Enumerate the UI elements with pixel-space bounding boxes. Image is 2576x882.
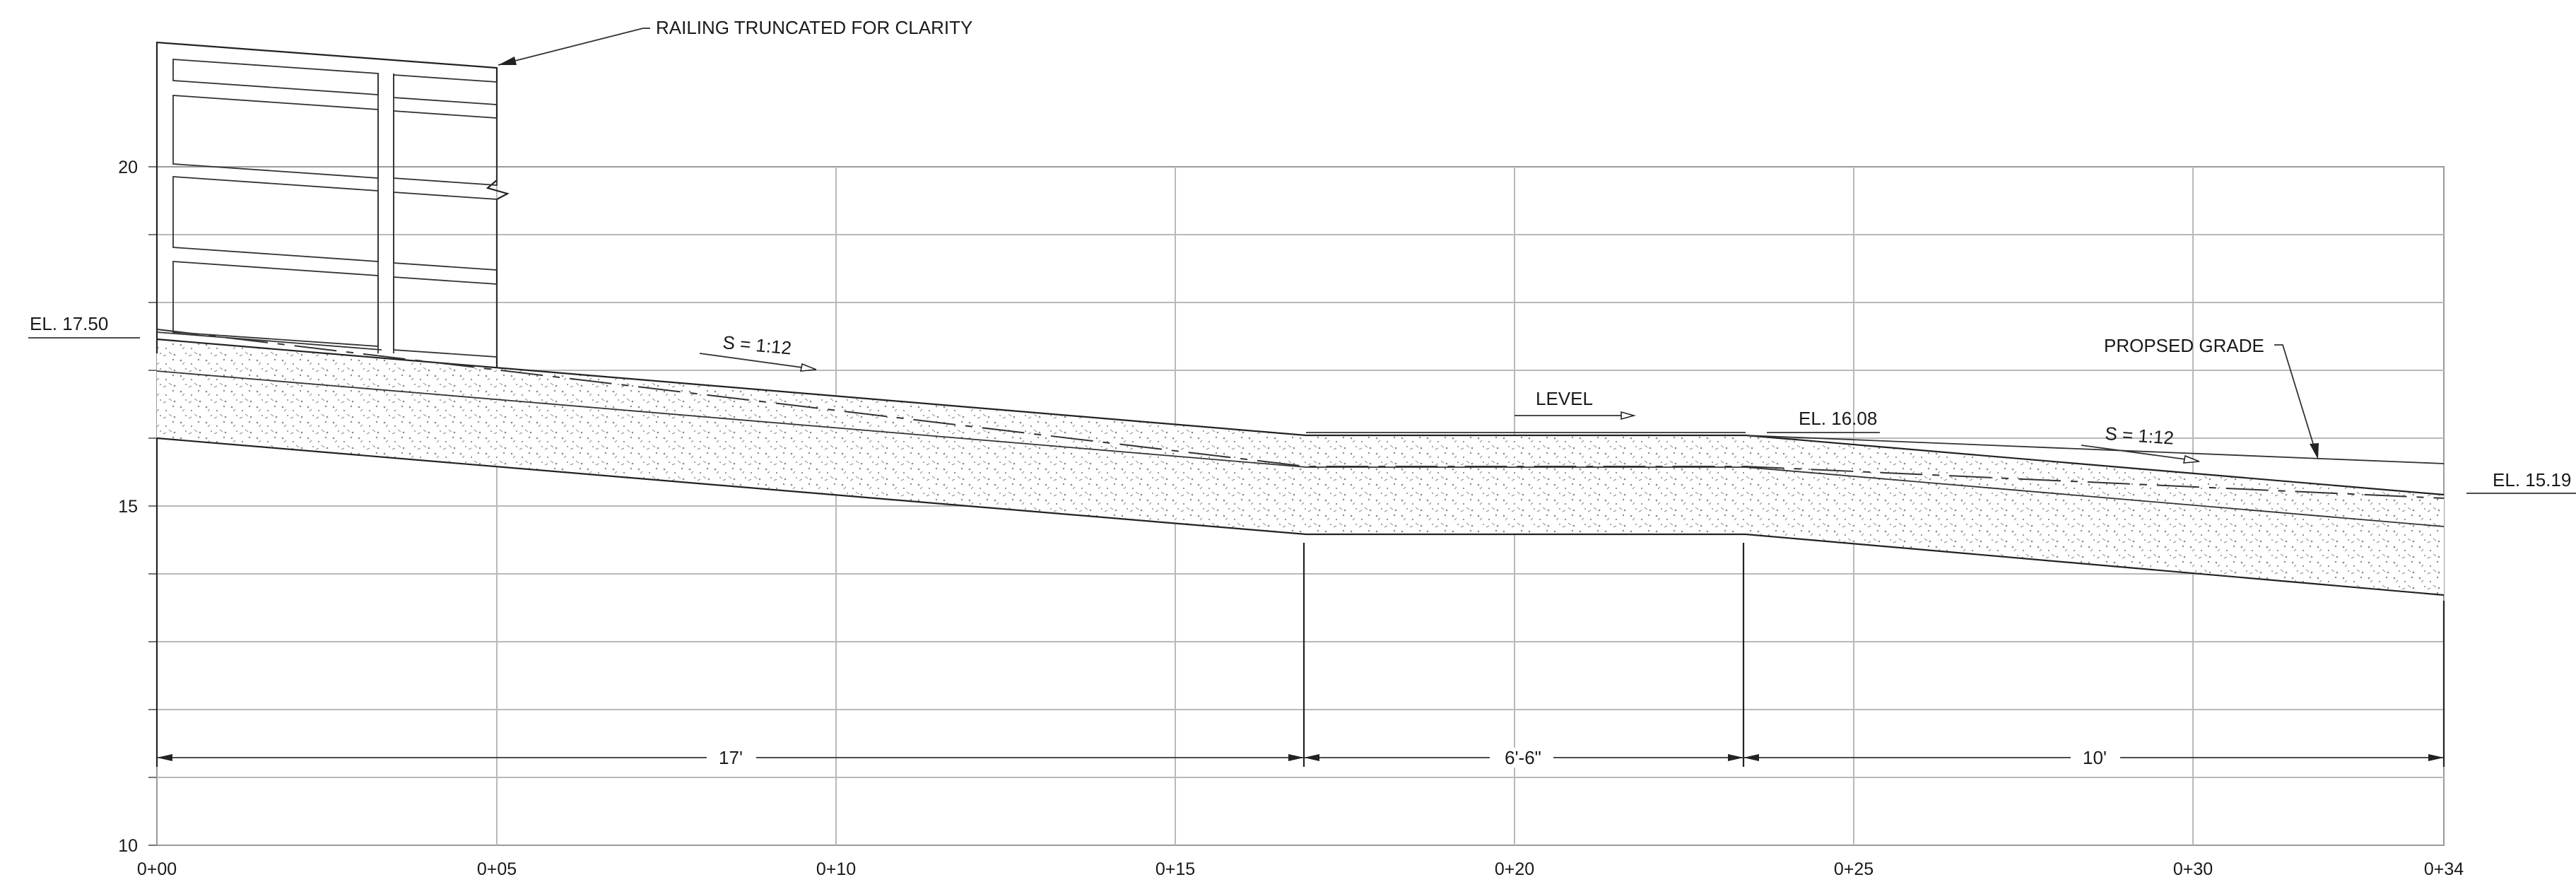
x-tick-0-00: 0+00 (137, 859, 177, 879)
ramp-mid-line (156, 370, 2445, 527)
railing-truncated-note: RAILING TRUNCATED FOR CLARITY (656, 17, 972, 38)
proposed-grade-label: PROPSED GRADE (2104, 335, 2264, 356)
x-tick-0-15: 0+15 (1155, 859, 1195, 879)
level-label: LEVEL (1536, 388, 1593, 409)
proposed-grade-line (1745, 435, 2445, 464)
y-tick-10: 10 (118, 836, 138, 856)
x-axis-labels: 0+00 0+05 0+10 0+15 0+20 0+25 0+30 0+34 (137, 859, 2464, 879)
slope-label-2: S = 1:12 (2105, 423, 2175, 449)
dimension-10ft: 10' (2083, 747, 2107, 768)
x-tick-0-30: 0+30 (2173, 859, 2213, 879)
x-tick-0-20: 0+20 (1495, 859, 1534, 879)
dimension-line: 17' 6'-6" 10' (157, 747, 2444, 768)
ramp-section (156, 329, 2445, 596)
x-tick-0-05: 0+05 (477, 859, 517, 879)
dimension-17ft: 17' (719, 747, 743, 768)
x-tick-0-25: 0+25 (1834, 859, 1874, 879)
y-axis-labels: 20 15 10 (118, 158, 138, 856)
x-tick-0-34: 0+34 (2424, 859, 2464, 879)
ramp-centerline (156, 329, 2445, 499)
ramp-bottom-line (156, 437, 2445, 596)
railing (155, 41, 510, 368)
y-tick-20: 20 (118, 158, 138, 177)
elevation-16-08: EL. 16.08 (1799, 408, 1877, 429)
dimension-6ft6in: 6'-6" (1505, 747, 1541, 768)
slope-label-1: S = 1:12 (722, 331, 792, 358)
station-lines (155, 438, 2445, 767)
y-tick-15: 15 (118, 497, 138, 517)
x-tick-0-10: 0+10 (816, 859, 856, 879)
annotations: RAILING TRUNCATED FOR CLARITY EL. 17.50 … (28, 17, 2576, 494)
elevation-15-19: EL. 15.19 (2493, 469, 2571, 490)
y-axis-ticks (148, 166, 157, 846)
elevation-17-50: EL. 17.50 (30, 313, 108, 334)
ramp-top-surface (156, 338, 2445, 496)
